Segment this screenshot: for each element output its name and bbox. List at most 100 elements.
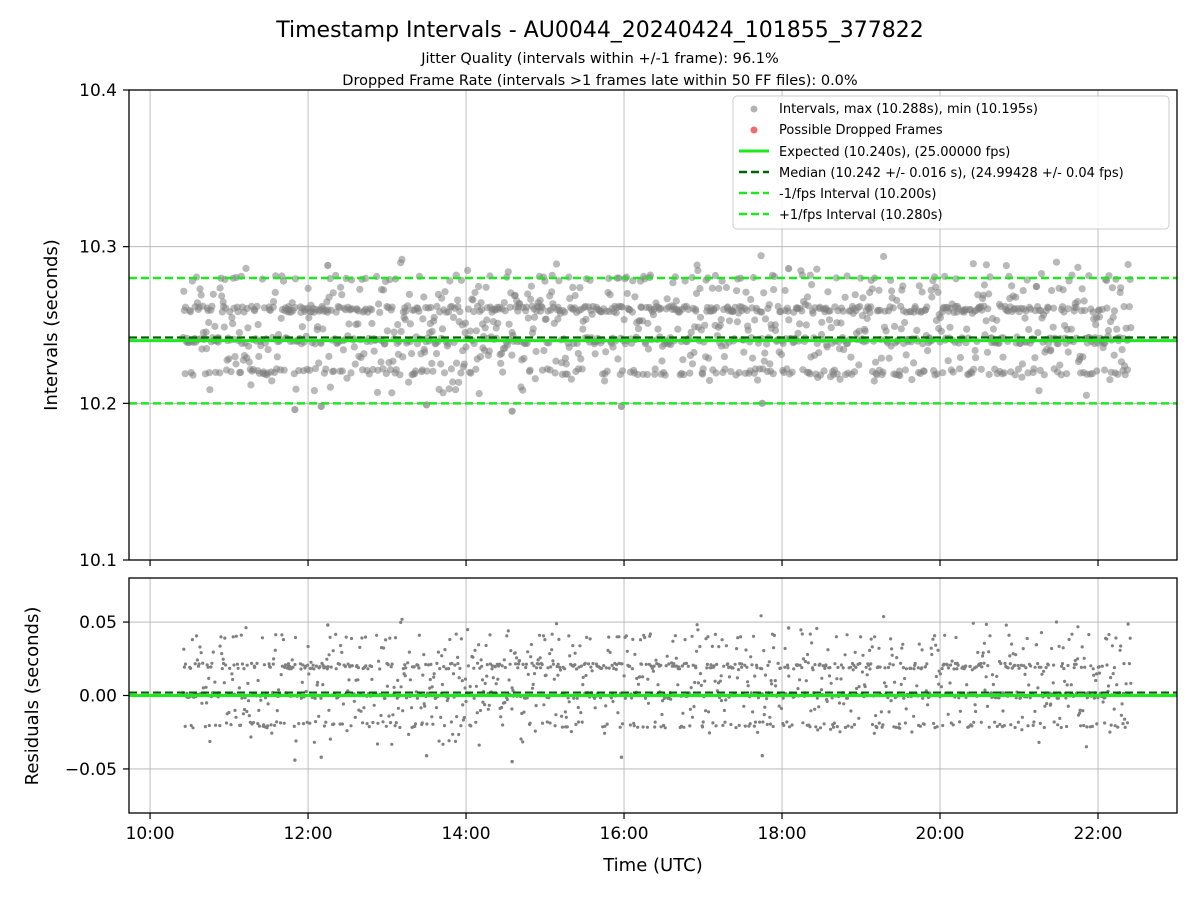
residual-point <box>293 662 297 667</box>
residual-point <box>437 739 441 743</box>
residual-point <box>1046 663 1050 667</box>
residual-point <box>249 735 253 739</box>
residual-point <box>1025 636 1029 641</box>
residual-point <box>709 663 713 667</box>
interval-point <box>1101 366 1109 374</box>
interval-point <box>985 370 993 379</box>
residual-point <box>564 715 568 719</box>
residual-point <box>722 664 726 668</box>
interval-point <box>209 290 217 298</box>
residual-point <box>803 659 808 664</box>
residual-point <box>1076 657 1080 661</box>
residual-point <box>818 726 823 730</box>
residual-point <box>632 724 636 728</box>
residual-point <box>565 725 569 729</box>
interval-point <box>850 368 859 376</box>
residual-point <box>1024 666 1028 670</box>
residual-point <box>965 683 969 687</box>
residual-point <box>468 684 472 689</box>
residual-point <box>1079 724 1083 728</box>
interval-point <box>555 277 563 285</box>
interval-point <box>186 308 195 316</box>
interval-point <box>527 295 535 303</box>
residual-point <box>653 725 657 729</box>
interval-point <box>963 325 971 333</box>
residual-point <box>1051 681 1055 685</box>
interval-point <box>669 279 677 287</box>
residual-point <box>183 724 187 729</box>
interval-point <box>1063 370 1071 378</box>
residual-outlier-point-1 <box>319 755 323 759</box>
residual-point <box>441 742 445 746</box>
residual-point <box>828 666 832 670</box>
residual-point <box>617 635 621 639</box>
residual-point <box>458 666 462 671</box>
residual-point <box>931 637 935 641</box>
interval-point <box>808 281 816 289</box>
residual-point <box>769 679 773 683</box>
residual-point <box>939 685 944 689</box>
interval-point <box>343 374 351 382</box>
interval-point <box>618 367 627 375</box>
residual-point <box>670 664 675 668</box>
residual-point <box>696 681 701 685</box>
residual-point <box>968 664 972 668</box>
residual-point <box>450 661 454 666</box>
residual-point <box>488 633 492 637</box>
interval-point <box>936 314 945 322</box>
residual-point <box>257 724 261 728</box>
residual-point <box>257 708 261 713</box>
residual-point <box>604 704 608 708</box>
residual-point <box>529 655 533 659</box>
residual-point <box>367 725 371 729</box>
residual-point <box>421 673 425 677</box>
residual-point <box>472 666 476 670</box>
residual-point <box>455 715 459 719</box>
interval-point <box>644 345 653 353</box>
residual-point <box>724 644 729 648</box>
interval-point <box>552 357 560 365</box>
interval-point <box>1114 370 1122 378</box>
residual-point <box>703 679 707 683</box>
interval-point <box>475 390 483 398</box>
residual-point <box>903 676 907 681</box>
residual-point <box>878 665 882 669</box>
interval-point <box>449 313 458 321</box>
interval-point <box>601 377 609 385</box>
residual-point <box>834 635 839 639</box>
interval-point <box>918 288 926 296</box>
residual-point <box>1094 678 1098 683</box>
interval-point <box>977 365 985 373</box>
interval-point <box>548 288 556 296</box>
residual-point <box>790 723 794 727</box>
x-tick-label-2: 14:00 <box>442 824 491 844</box>
interval-point <box>438 294 446 302</box>
residual-point <box>746 684 750 688</box>
residual-point <box>1073 658 1077 663</box>
residual-point <box>1085 725 1089 729</box>
residual-point <box>244 626 248 630</box>
residual-point <box>1119 644 1123 648</box>
residual-point <box>603 724 607 728</box>
interval-point <box>737 274 745 282</box>
residual-point <box>322 724 326 728</box>
interval-point <box>449 378 457 386</box>
residual-point <box>644 662 648 667</box>
residual-point <box>318 665 322 669</box>
residual-point <box>476 661 480 665</box>
residual-point <box>551 662 556 666</box>
interval-point <box>264 346 272 354</box>
residual-point <box>785 663 790 667</box>
residual-point <box>376 721 380 725</box>
residual-point <box>514 662 518 666</box>
interval-point <box>361 274 370 282</box>
residual-point <box>1124 682 1128 686</box>
interval-point <box>273 353 281 361</box>
residual-point <box>211 650 215 654</box>
interval-point <box>609 343 617 351</box>
residual-point <box>609 696 614 700</box>
residual-point <box>1103 721 1107 725</box>
interval-point <box>701 321 709 329</box>
residual-point <box>382 646 386 650</box>
residual-point <box>772 646 776 650</box>
